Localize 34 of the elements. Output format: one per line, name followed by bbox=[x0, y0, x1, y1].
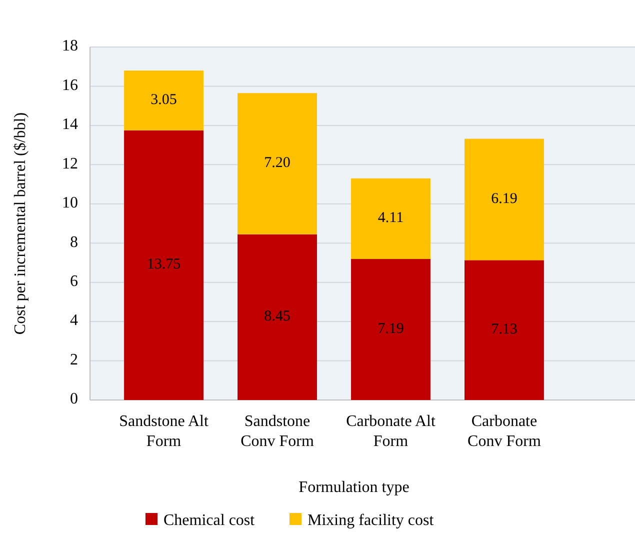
bar bbox=[124, 70, 204, 130]
y-tick-label: 2 bbox=[70, 351, 78, 368]
y-tick-label: 16 bbox=[62, 76, 78, 94]
data-label: 7.13 bbox=[491, 322, 518, 338]
data-label: 7.20 bbox=[264, 155, 290, 172]
x-tick-label: Sandstone Conv Form bbox=[240, 413, 314, 450]
data-label: 7.19 bbox=[378, 320, 404, 337]
y-tick-label: 8 bbox=[70, 234, 78, 251]
y-tick-label: 14 bbox=[62, 116, 78, 134]
x-axis-title: Formulation type bbox=[298, 479, 410, 496]
bar bbox=[351, 178, 430, 259]
bar bbox=[464, 138, 544, 260]
data-label: 4.11 bbox=[378, 210, 404, 226]
y-tick-label: 6 bbox=[70, 273, 78, 290]
bar bbox=[124, 130, 204, 400]
y-axis-title: Cost per incremental barrel ($/bbl) bbox=[12, 112, 29, 335]
bar bbox=[464, 260, 544, 400]
y-tick-label: 12 bbox=[62, 155, 78, 172]
y-tick-label: 10 bbox=[62, 194, 78, 212]
data-label: 6.19 bbox=[491, 190, 518, 207]
bar bbox=[238, 234, 317, 400]
y-tick-label: 18 bbox=[62, 38, 78, 55]
y-tick-label: 4 bbox=[70, 312, 78, 330]
data-label: 13.75 bbox=[146, 256, 181, 273]
bar bbox=[351, 258, 430, 400]
x-tick-label: Carbonate Alt Form bbox=[346, 413, 436, 450]
data-label: 3.05 bbox=[150, 92, 177, 108]
legend-label: Mixing facility cost bbox=[308, 512, 434, 529]
x-tick-label: Carbonate Conv Form bbox=[468, 413, 542, 450]
data-label: 8.45 bbox=[264, 308, 290, 325]
legend-label: Chemical cost bbox=[164, 512, 256, 529]
x-tick-label: Sandstone Alt Form bbox=[119, 413, 209, 450]
bar bbox=[238, 93, 317, 234]
y-tick-label: 0 bbox=[70, 390, 78, 408]
